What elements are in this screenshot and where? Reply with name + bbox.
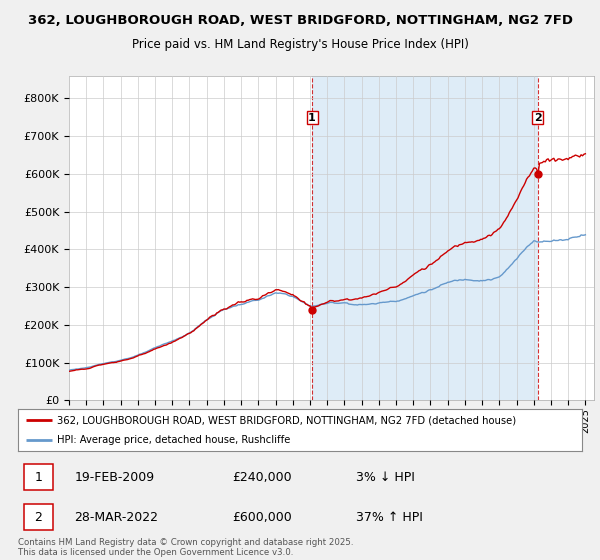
Text: 19-FEB-2009: 19-FEB-2009 xyxy=(74,471,155,484)
FancyBboxPatch shape xyxy=(23,464,53,490)
Text: HPI: Average price, detached house, Rushcliffe: HPI: Average price, detached house, Rush… xyxy=(58,435,291,445)
Text: 1: 1 xyxy=(34,471,42,484)
Text: Contains HM Land Registry data © Crown copyright and database right 2025.
This d: Contains HM Land Registry data © Crown c… xyxy=(18,538,353,557)
Text: 2: 2 xyxy=(534,113,542,123)
Text: £600,000: £600,000 xyxy=(232,511,292,524)
Text: Price paid vs. HM Land Registry's House Price Index (HPI): Price paid vs. HM Land Registry's House … xyxy=(131,38,469,50)
Text: 28-MAR-2022: 28-MAR-2022 xyxy=(74,511,158,524)
Text: 3% ↓ HPI: 3% ↓ HPI xyxy=(356,471,415,484)
Text: 2: 2 xyxy=(34,511,42,524)
Text: 362, LOUGHBOROUGH ROAD, WEST BRIDGFORD, NOTTINGHAM, NG2 7FD: 362, LOUGHBOROUGH ROAD, WEST BRIDGFORD, … xyxy=(28,14,572,27)
Text: £240,000: £240,000 xyxy=(232,471,292,484)
Text: 362, LOUGHBOROUGH ROAD, WEST BRIDGFORD, NOTTINGHAM, NG2 7FD (detached house): 362, LOUGHBOROUGH ROAD, WEST BRIDGFORD, … xyxy=(58,415,517,425)
Text: 1: 1 xyxy=(308,113,316,123)
FancyBboxPatch shape xyxy=(23,504,53,530)
Text: 37% ↑ HPI: 37% ↑ HPI xyxy=(356,511,423,524)
Bar xyxy=(312,76,538,400)
